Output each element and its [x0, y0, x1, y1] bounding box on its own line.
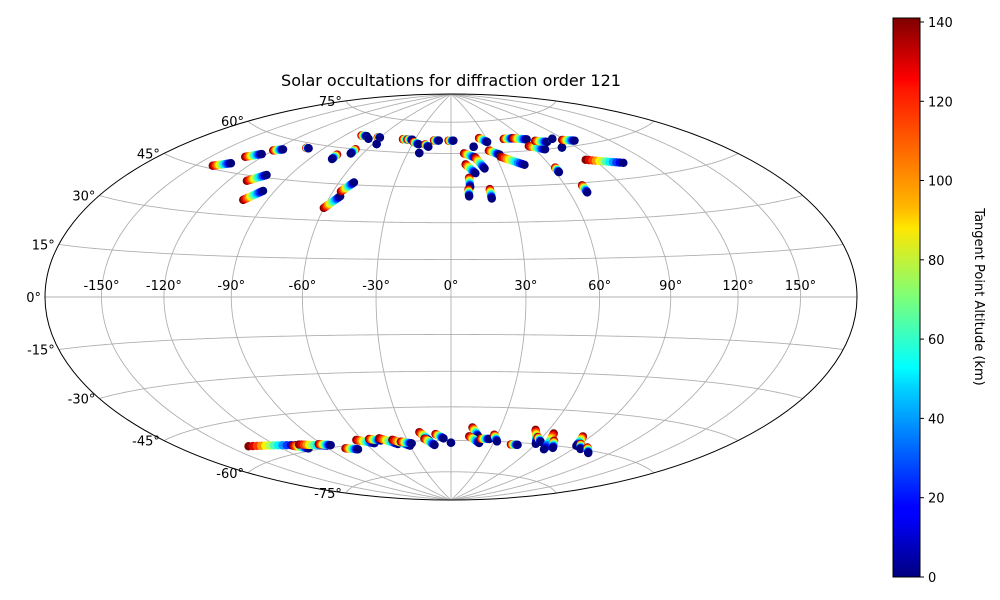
meridian-line: [450, 94, 739, 500]
occultation-point: [257, 149, 266, 159]
occultation-point: [548, 134, 557, 144]
occultation-point: [446, 438, 456, 447]
occultation-point: [619, 158, 628, 168]
meridian-line: [450, 94, 801, 500]
occultation-point: [554, 167, 564, 177]
lon-tick-label: 60°: [588, 279, 611, 294]
colorbar-label: Tangent Point Altitude (km): [971, 207, 986, 385]
occultation-point: [522, 135, 531, 144]
occultation-point: [262, 170, 271, 180]
lon-tick-label: 90°: [659, 279, 682, 294]
occultation-point: [576, 444, 585, 454]
lat-tick-label: -60°: [216, 467, 244, 482]
lat-tick-label: -45°: [132, 435, 160, 450]
occultation-point: [424, 142, 433, 151]
occultation-point: [557, 143, 567, 152]
colorbar-tick-label: 120: [928, 95, 953, 110]
occultation-point: [372, 139, 381, 149]
occultation-point: [539, 445, 549, 454]
colorbar: 0 20 40 60 80 100 120 140 Tangent Point Altitud…: [892, 16, 986, 586]
occultation-point: [480, 164, 489, 173]
occultation-point: [570, 136, 579, 145]
colorbar-tick-label: 60: [928, 333, 945, 348]
occultation-point: [540, 145, 550, 154]
occultation-point: [520, 160, 529, 169]
occultation-point: [415, 148, 424, 158]
occultation-point: [327, 154, 337, 164]
scatter-points: [208, 131, 628, 458]
occultation-point: [464, 192, 474, 201]
occultation-point: [226, 159, 236, 168]
occultation-point: [482, 137, 492, 147]
occultation-point: [548, 443, 558, 453]
lon-tick-label: 30°: [514, 279, 537, 294]
lat-tick-label: 15°: [32, 239, 55, 254]
lat-tick-label: 75°: [319, 95, 342, 110]
occultation-point: [469, 142, 478, 151]
meridian-line: [163, 94, 452, 500]
lat-tick-label: -30°: [68, 393, 96, 408]
lat-tick-label: 0°: [26, 291, 41, 306]
colorbar-tick-label: 140: [928, 16, 953, 31]
colorbar-ticks: 0 20 40 60 80 100 120 140: [920, 16, 953, 586]
map-boundary: [44, 93, 858, 501]
colorbar-tick-label: 100: [928, 175, 953, 190]
lon-tick-label: 120°: [722, 279, 753, 294]
occultation-point: [414, 140, 423, 149]
occultation-point: [492, 437, 502, 446]
occultation-point: [278, 145, 288, 154]
lon-tick-label: -30°: [362, 279, 390, 294]
occultation-point: [326, 440, 335, 450]
lon-tick-label: -60°: [289, 279, 317, 294]
colorbar-tick-label: 20: [928, 492, 945, 507]
occultation-point: [583, 188, 592, 197]
occultation-point: [364, 134, 373, 143]
colorbar-tick-label: 0: [928, 571, 936, 586]
occultation-point: [430, 440, 439, 450]
latitude-tick-labels: -75° -60° -45° -30° -15° 0° 15° 30° 45° 60° 75°: [26, 95, 342, 502]
occultation-point: [346, 149, 355, 158]
occultation-point: [407, 439, 416, 448]
lon-tick-label: -90°: [217, 279, 245, 294]
lat-tick-label: 45°: [137, 148, 160, 163]
lon-tick-label: 150°: [785, 279, 816, 294]
occultation-point: [353, 445, 363, 454]
occultation-point: [513, 440, 522, 450]
occultation-point: [258, 186, 268, 196]
colorbar-tick-label: 40: [928, 412, 945, 427]
lat-tick-label: -75°: [314, 487, 342, 502]
meridian-line: [101, 94, 452, 500]
occultation-point: [304, 144, 313, 153]
longitude-tick-labels: -150° -120° -90° -60° -30° 0° 30° 60° 90° 120° 150…: [83, 279, 816, 294]
lat-tick-label: 60°: [221, 115, 244, 130]
occultation-point: [584, 448, 593, 458]
occultation-point: [439, 434, 448, 443]
occultation-point: [471, 169, 480, 178]
lon-tick-label: 0°: [444, 279, 459, 294]
occultation-point: [349, 178, 359, 187]
occultation-point: [487, 194, 496, 203]
colorbar-tick-label: 80: [928, 254, 945, 269]
chart-title: Solar occultations for diffraction order…: [281, 71, 621, 90]
lon-tick-label: -150°: [83, 279, 119, 294]
colorbar-gradient: [892, 17, 921, 578]
graticule: [45, 94, 857, 500]
occultation-point: [434, 136, 444, 145]
lat-tick-label: 30°: [72, 190, 95, 205]
occultation-point: [449, 136, 458, 145]
lat-tick-label: -15°: [27, 344, 55, 359]
occultation-point: [375, 133, 385, 142]
lon-tick-label: -120°: [146, 279, 182, 294]
